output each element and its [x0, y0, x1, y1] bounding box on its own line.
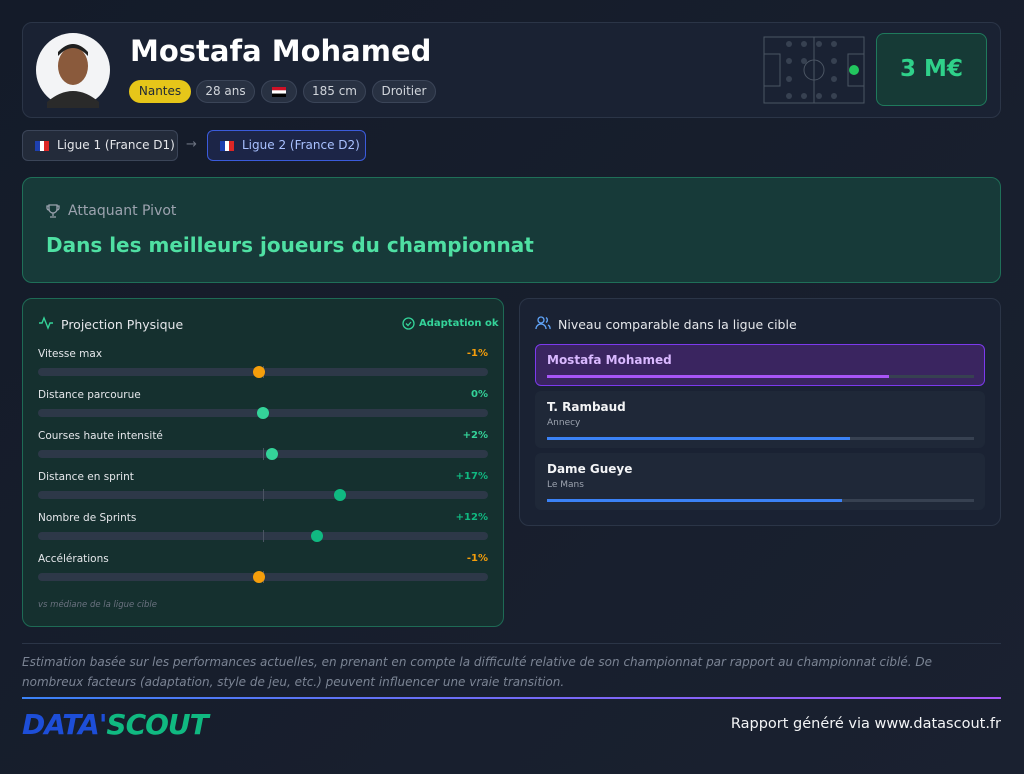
metric-value: -1% [466, 553, 488, 564]
player-name: T. Rambaud [547, 400, 626, 414]
role-headline: Dans les meilleurs joueurs du championna… [46, 233, 534, 257]
median-tick [263, 489, 264, 501]
metric-dot [333, 489, 346, 501]
nationality-tag [261, 80, 297, 103]
divider [22, 643, 1001, 644]
level-bar [547, 499, 842, 502]
player-club: Le Mans [547, 480, 584, 490]
median-tick [263, 530, 264, 542]
level-bar [547, 437, 851, 440]
metric-label: Vitesse max [38, 348, 103, 360]
age-tag: 28 ans [196, 80, 255, 103]
metric-label: Nombre de Sprints [38, 512, 137, 524]
player-name: Dame Gueye [547, 462, 633, 476]
arrow: → [186, 137, 197, 152]
metric-dot [311, 530, 323, 542]
trophy-icon [46, 204, 60, 218]
disclaimer: Estimation basée sur les performances ac… [22, 655, 933, 689]
pitch [763, 36, 865, 104]
logo-part: DATA' [22, 708, 107, 741]
metric-label: Accélérations [38, 553, 109, 565]
league-to-label: Ligue 2 (France D2) [242, 138, 360, 152]
metric-label: Distance en sprint [38, 471, 134, 483]
gradient-rule [22, 697, 1001, 699]
logo: DATA'SCOUT [22, 708, 209, 741]
metric-label: Courses haute intensité [38, 430, 163, 442]
flag-france [35, 141, 49, 151]
league-to: Ligue 2 (France D2) [207, 130, 366, 161]
height-tag: 185 cm [303, 80, 366, 103]
metric-label: Distance parcourue [38, 389, 141, 401]
metric-dot [266, 448, 278, 460]
metric-value: 0% [471, 389, 488, 400]
physical-title: Projection Physique [61, 317, 184, 332]
player-row [535, 344, 985, 386]
comparable-title: Niveau comparable dans la ligue cible [558, 317, 797, 332]
logo-part: SCOUT [106, 708, 208, 741]
header-card [22, 22, 1001, 118]
role-card [22, 177, 1001, 283]
physical-note: vs médiane de la ligue cible [38, 600, 158, 610]
median-tick [263, 448, 264, 460]
metric-value: -1% [466, 348, 488, 359]
league-from-label: Ligue 1 (France D1) [57, 138, 175, 152]
metric-value: +12% [455, 512, 488, 523]
metric-dot [257, 407, 269, 419]
avatar [36, 33, 110, 108]
credit: Rapport généré via www.datascout.fr [730, 716, 1001, 732]
player-club: Annecy [547, 418, 581, 428]
metric-dot [252, 366, 265, 378]
check-icon [402, 317, 415, 330]
market-value: 3 M€ [876, 33, 987, 106]
player-name: Mostafa Mohamed [130, 34, 432, 68]
adaptation-status: Adaptation ok [419, 318, 499, 329]
users-icon [535, 316, 551, 330]
level-bar [547, 375, 889, 378]
metric-value: +17% [455, 471, 488, 482]
club-tag: Nantes [129, 80, 191, 103]
metric-value: +2% [462, 430, 488, 441]
flag-france [220, 141, 234, 151]
flag-egypt [272, 87, 286, 97]
role-label: Attaquant Pivot [68, 203, 177, 219]
league-from: Ligue 1 (France D1) [22, 130, 178, 161]
metric-dot [252, 571, 265, 583]
pulse-icon [39, 316, 53, 330]
foot-tag: Droitier [372, 80, 436, 103]
player-name: Mostafa Mohamed [547, 353, 672, 367]
